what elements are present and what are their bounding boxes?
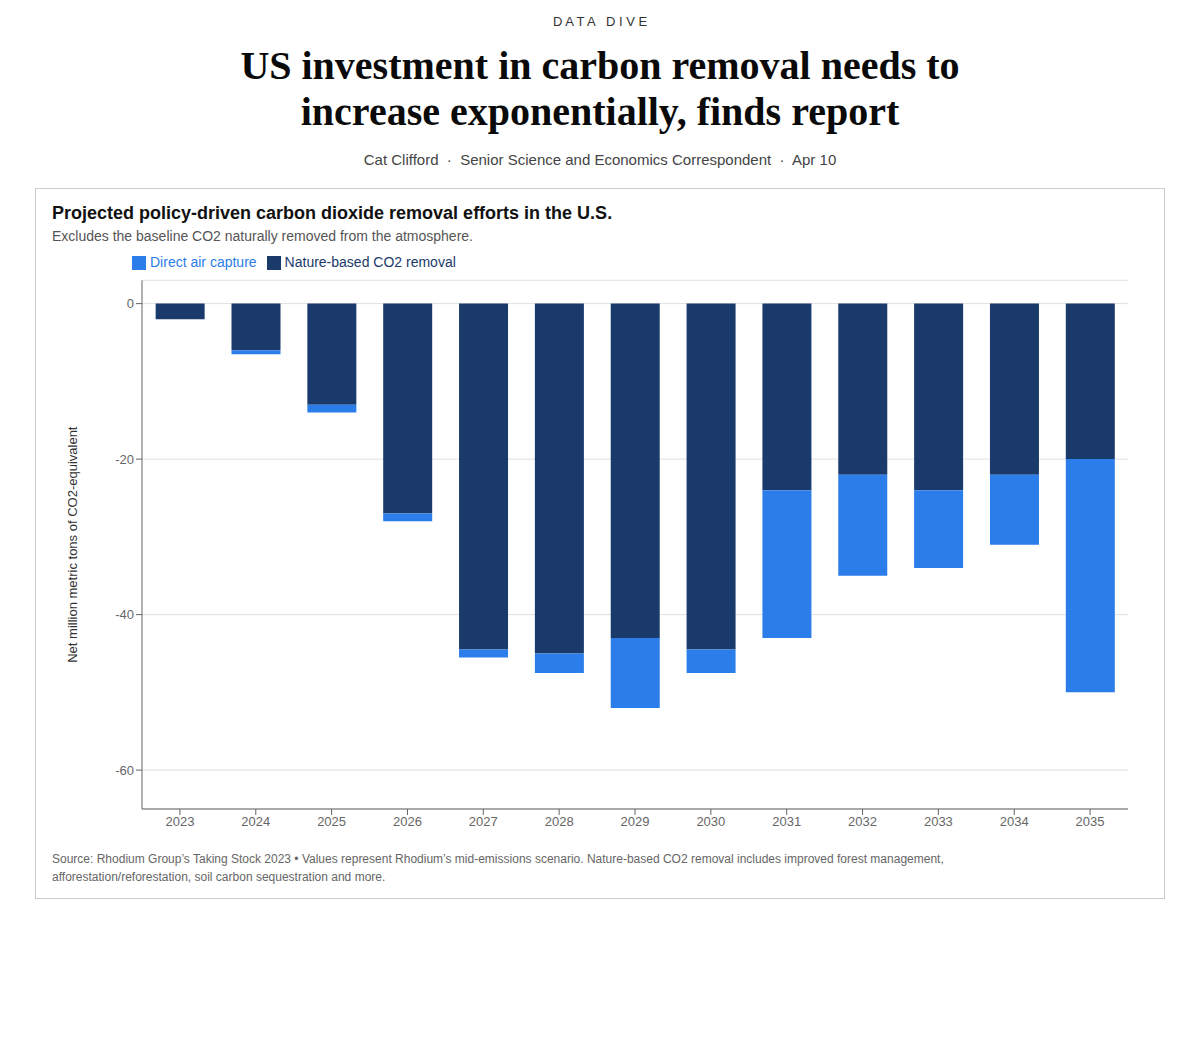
svg-text:-60: -60 <box>115 763 134 778</box>
svg-text:2035: 2035 <box>1076 814 1105 829</box>
svg-text:-20: -20 <box>115 452 134 467</box>
svg-text:-40: -40 <box>115 607 134 622</box>
svg-text:2025: 2025 <box>317 814 346 829</box>
svg-text:2024: 2024 <box>241 814 270 829</box>
svg-text:2023: 2023 <box>165 814 194 829</box>
svg-text:2032: 2032 <box>848 814 877 829</box>
svg-text:2029: 2029 <box>621 814 650 829</box>
html-text:Source: Rhodium Group’s Taking: Source: Rhodium Group’s Taking Stock 202… <box>52 852 944 884</box>
html-text:increase exponentially, finds: increase exponentially, finds report <box>300 89 900 134</box>
svg-text:2027: 2027 <box>469 814 498 829</box>
svg-text:2030: 2030 <box>696 814 725 829</box>
svg-text:2031: 2031 <box>772 814 801 829</box>
html-text:Projected policy-driven carbon: Projected policy-driven carbon dioxide r… <box>52 203 613 223</box>
html-text:Nature-based CO2 removal: Nature-based CO2 removal <box>284 254 456 270</box>
html-text:Direct air capture: Direct air capture <box>150 254 257 270</box>
svg-text:0: 0 <box>127 296 134 311</box>
html-text:Cat Clifford · Senior Science: Cat Clifford · Senior Science and Econom… <box>363 151 837 168</box>
html-text:Excludes the baseline CO2 natu: Excludes the baseline CO2 naturally remo… <box>52 228 473 244</box>
svg-text:2028: 2028 <box>545 814 574 829</box>
html-text:D A T A D I V E: D A T A D I V E <box>552 14 648 29</box>
svg-text:2026: 2026 <box>393 814 422 829</box>
html-text:US investment in carbon remova: US investment in carbon removal needs to <box>240 43 960 88</box>
svg-text:Net million metric tons of CO2: Net million metric tons of CO2-equivalen… <box>65 426 80 663</box>
svg-text:2034: 2034 <box>1000 814 1029 829</box>
svg-text:2033: 2033 <box>924 814 953 829</box>
